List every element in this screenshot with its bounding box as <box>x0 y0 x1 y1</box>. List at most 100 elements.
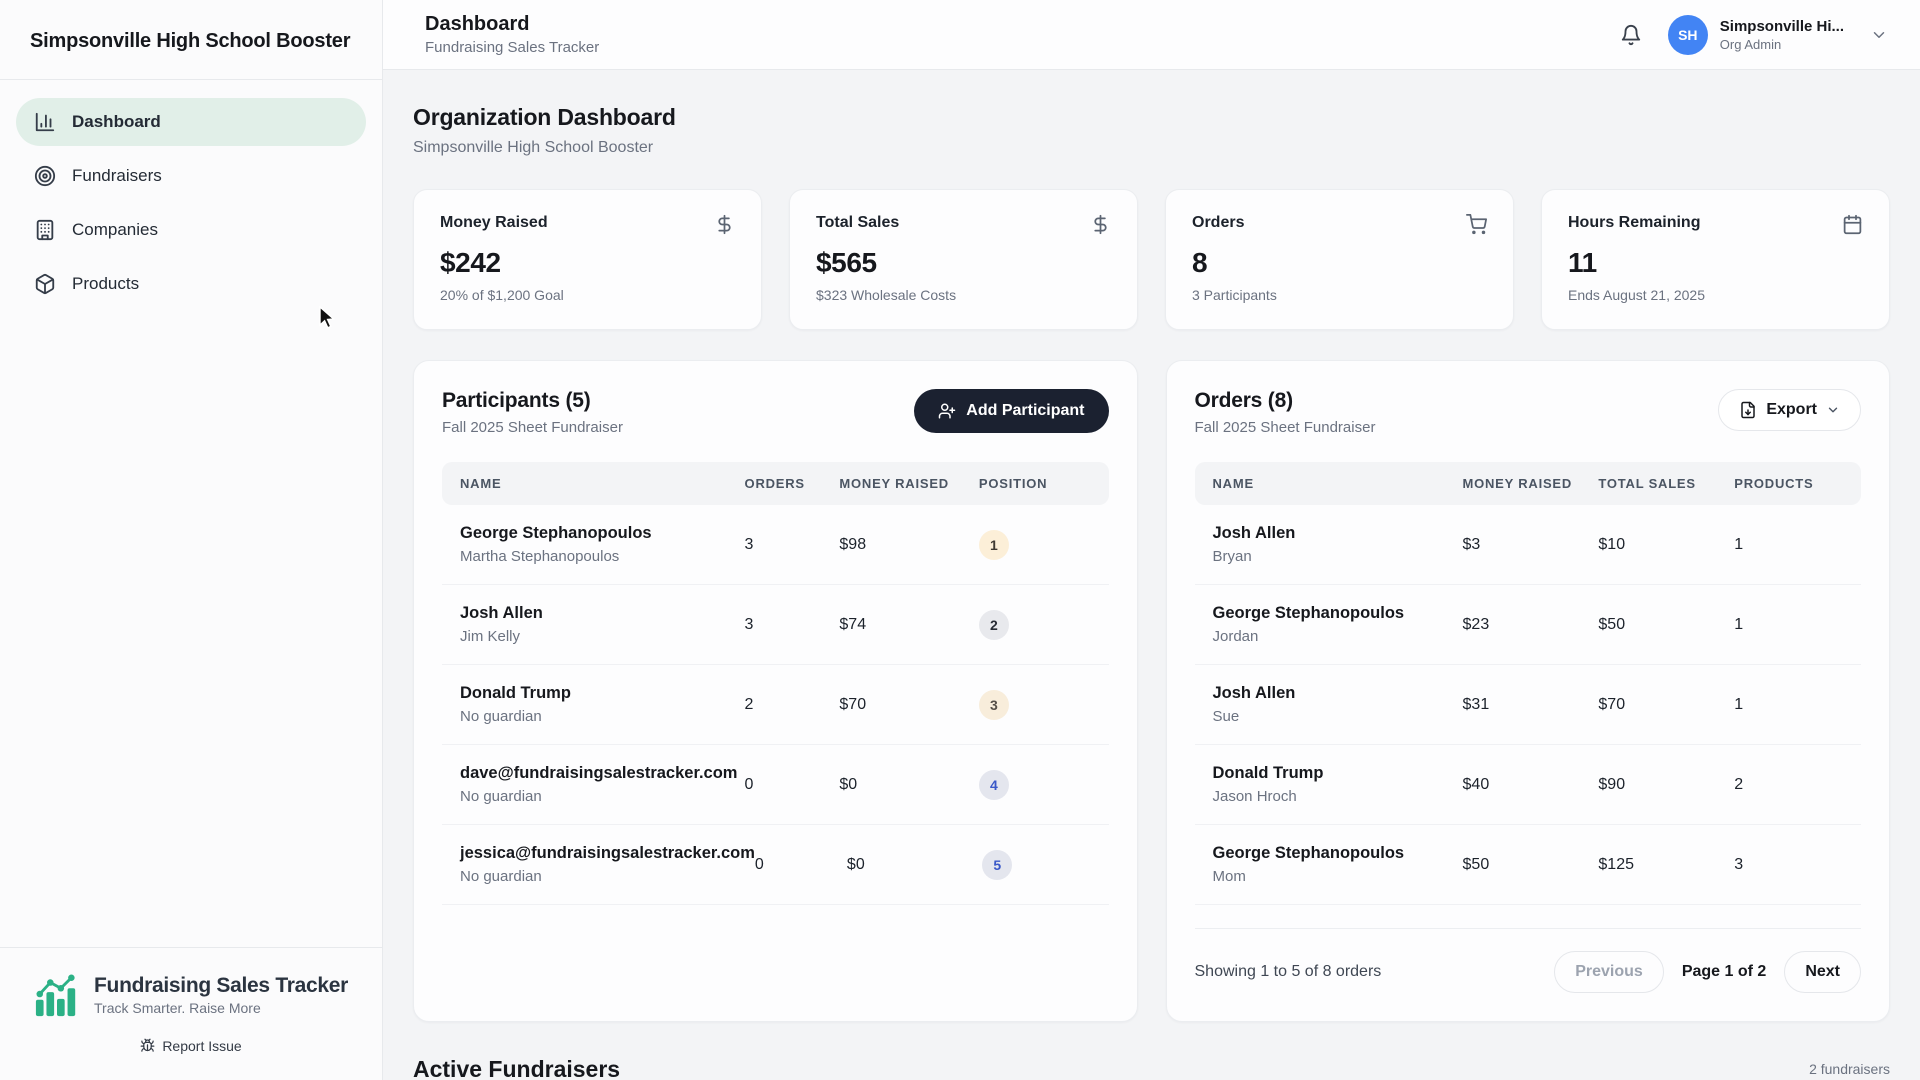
orders-table-header: Name Money Raised Total Sales Products <box>1194 462 1861 505</box>
order-money: $3 <box>1462 535 1481 553</box>
column-header: Name <box>460 476 502 491</box>
sidebar-footer: Fundraising Sales Tracker Track Smarter.… <box>0 946 382 1080</box>
sidebar-nav: Dashboard Fundraisers Companies Products <box>0 80 382 326</box>
table-row[interactable]: jessica@fundraisingsalestracker.com No gu… <box>442 825 1109 905</box>
active-fundraisers-title: Active Fundraisers <box>413 1056 621 1080</box>
column-header: Name <box>1212 476 1254 491</box>
notifications-bell-icon[interactable] <box>1620 24 1642 46</box>
brand-logo-icon <box>34 972 80 1018</box>
export-button[interactable]: Export <box>1718 389 1861 431</box>
file-download-icon <box>1739 401 1757 419</box>
add-participant-label: Add Participant <box>966 402 1085 419</box>
sidebar-header: Simpsonville High School Booster <box>0 0 382 80</box>
sidebar-item-label: Dashboard <box>72 112 161 131</box>
page-indicator: Page 1 of 2 <box>1681 963 1767 980</box>
participant-name: jessica@fundraisingsalestracker.com <box>460 844 755 862</box>
participants-title: Participants (5) <box>442 389 591 412</box>
user-menu[interactable]: SH Simpsonville Hi... Org Admin <box>1667 14 1888 55</box>
participants-panel: Participants (5) Fall 2025 Sheet Fundrai… <box>413 360 1138 1022</box>
table-row[interactable]: Josh Allen Jim Kelly 3 $74 2 <box>442 585 1109 665</box>
order-money: $50 <box>1462 855 1490 873</box>
participant-money: $74 <box>839 615 867 633</box>
order-products: 3 <box>1734 855 1744 873</box>
user-plus-icon <box>938 402 956 420</box>
dollar-icon <box>714 214 735 235</box>
position-badge: 2 <box>978 609 1009 640</box>
table-row[interactable]: dave@fundraisingsalestracker.com No guard… <box>442 745 1109 825</box>
next-page-button[interactable]: Next <box>1784 951 1861 993</box>
stat-card-orders: Orders 8 3 Participants <box>1165 189 1514 330</box>
stat-subtitle: Ends August 21, 2025 <box>1568 287 1705 303</box>
order-participant: Josh Allen <box>1212 524 1296 542</box>
participant-guardian: No guardian <box>460 788 542 805</box>
participant-name: dave@fundraisingsalestracker.com <box>460 764 738 782</box>
column-header: Orders <box>744 476 805 491</box>
table-row[interactable]: Donald Trump No guardian 2 $70 3 <box>442 665 1109 745</box>
add-participant-button[interactable]: Add Participant <box>914 389 1109 433</box>
participant-orders: 0 <box>744 775 754 793</box>
sidebar-item-fundraisers[interactable]: Fundraisers <box>16 152 366 200</box>
participants-subtitle: Fall 2025 Sheet Fundraiser <box>442 419 623 436</box>
participant-orders: 3 <box>744 535 754 553</box>
export-label: Export <box>1766 401 1817 418</box>
sidebar-item-label: Fundraisers <box>72 166 162 185</box>
table-row[interactable]: George Stephanopoulos Martha Stephanopoul… <box>442 505 1109 585</box>
order-total: $90 <box>1598 775 1626 793</box>
order-participant: Donald Trump <box>1212 764 1324 782</box>
calendar-icon <box>1842 214 1863 235</box>
table-row[interactable]: Josh Allen Bryan $3 $10 1 <box>1194 505 1861 585</box>
stat-label: Orders <box>1192 214 1245 231</box>
position-badge: 5 <box>982 849 1013 880</box>
page-header-subtitle: Fundraising Sales Tracker <box>425 39 600 56</box>
order-total: $50 <box>1598 615 1626 633</box>
orders-pagination: Showing 1 to 5 of 8 orders Previous Page… <box>1194 928 1861 993</box>
previous-page-button[interactable]: Previous <box>1554 951 1664 993</box>
column-header: Products <box>1734 476 1814 491</box>
order-customer: Jason Hroch <box>1212 788 1297 805</box>
stat-card-money-raised: Money Raised $242 20% of $1,200 Goal <box>413 189 762 330</box>
sidebar-item-dashboard[interactable]: Dashboard <box>16 98 366 146</box>
avatar: SH <box>1667 14 1708 55</box>
page-header-title: Dashboard <box>425 13 530 35</box>
stats-row: Money Raised $242 20% of $1,200 Goal Tot… <box>413 189 1890 330</box>
table-row[interactable]: Donald Trump Jason Hroch $40 $90 2 <box>1194 745 1861 825</box>
report-issue-link[interactable]: Report Issue <box>140 1038 242 1054</box>
order-products: 1 <box>1734 695 1744 713</box>
position-badge: 3 <box>978 689 1009 720</box>
order-participant: George Stephanopoulos <box>1212 844 1405 862</box>
participant-money: $98 <box>839 535 867 553</box>
order-participant: George Stephanopoulos <box>1212 604 1405 622</box>
participant-money: $70 <box>839 695 867 713</box>
sidebar-item-products[interactable]: Products <box>16 260 366 308</box>
participant-orders: 2 <box>744 695 754 713</box>
table-row[interactable]: George Stephanopoulos Jordan $23 $50 1 <box>1194 585 1861 665</box>
main-content: Organization Dashboard Simpsonville High… <box>383 70 1920 1080</box>
table-row[interactable]: Josh Allen Sue $31 $70 1 <box>1194 665 1861 745</box>
participant-name: Donald Trump <box>460 684 571 702</box>
order-total: $10 <box>1598 535 1626 553</box>
sidebar-item-companies[interactable]: Companies <box>16 206 366 254</box>
stat-subtitle: 20% of $1,200 Goal <box>440 287 564 303</box>
bug-icon <box>140 1038 155 1053</box>
column-header: Total Sales <box>1598 476 1696 491</box>
participant-orders: 3 <box>744 615 754 633</box>
page-subtitle: Simpsonville High School Booster <box>413 139 654 156</box>
user-name: Simpsonville Hi... <box>1719 17 1844 35</box>
page-title: Organization Dashboard <box>413 104 676 130</box>
stat-label: Hours Remaining <box>1568 214 1701 231</box>
order-money: $23 <box>1462 615 1490 633</box>
participant-name: George Stephanopoulos <box>460 524 652 542</box>
column-header: Money Raised <box>839 476 949 491</box>
stat-value: $565 <box>816 247 877 278</box>
table-row[interactable]: George Stephanopoulos Mom $50 $125 3 <box>1194 825 1861 905</box>
sidebar-item-label: Companies <box>72 220 158 239</box>
building-icon <box>34 219 56 241</box>
orders-panel: Orders (8) Fall 2025 Sheet Fundraiser Ex… <box>1165 360 1890 1022</box>
order-products: 2 <box>1734 775 1744 793</box>
brand-name: Fundraising Sales Tracker <box>94 973 348 997</box>
stat-subtitle: 3 Participants <box>1192 287 1277 303</box>
participants-table-header: Name Orders Money Raised Position <box>442 462 1109 505</box>
participant-money: $0 <box>846 855 865 873</box>
org-title: Simpsonville High School Booster <box>30 30 351 52</box>
order-total: $125 <box>1598 855 1634 873</box>
